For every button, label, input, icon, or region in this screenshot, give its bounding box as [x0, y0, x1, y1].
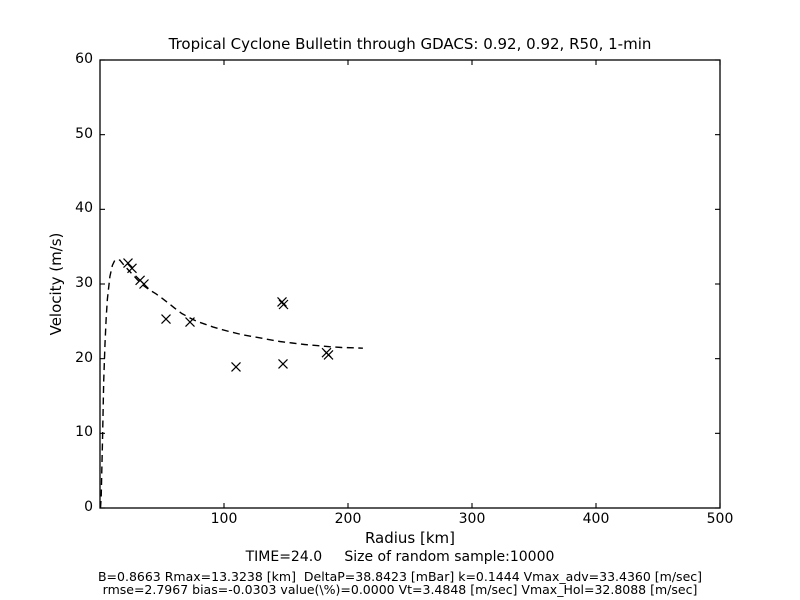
data-point-marker [123, 258, 133, 269]
caption-time-sample: TIME=24.0 Size of random sample:10000 [245, 549, 555, 565]
x-tick-label: 500 [706, 511, 734, 527]
x-tick-label: 400 [582, 511, 610, 527]
data-point-marker [278, 299, 289, 310]
data-point-marker [277, 296, 287, 307]
data-point-marker [161, 314, 171, 325]
x-axis-label: Radius [km] [364, 529, 456, 547]
data-point-marker [231, 361, 241, 372]
x-tick-label: 200 [334, 511, 362, 527]
axes-frame [99, 59, 721, 509]
x-tick-label: 100 [210, 511, 238, 527]
y-tick-label: 40 [75, 200, 93, 217]
y-tick-label: 0 [84, 499, 93, 515]
x-tick-label: 300 [458, 511, 486, 527]
y-tick-label: 60 [75, 51, 93, 67]
data-point-marker [278, 358, 288, 369]
caption-params-line1: B=0.8663 Rmax=13.3238 [km] DeltaP=38.842… [97, 569, 703, 584]
holland-profile-fit-curve [99, 259, 363, 509]
data-point-marker [139, 279, 149, 289]
y-tick-label: 20 [75, 349, 93, 366]
chart-title: Tropical Cyclone Bulletin through GDACS:… [168, 35, 652, 53]
y-tick-label: 30 [75, 275, 93, 291]
data-point-marker [323, 349, 334, 360]
caption-params-line2: rmse=2.7967 bias=-0.0303 value(\%)=0.000… [102, 582, 698, 597]
y-tick-label: 10 [75, 424, 93, 441]
y-tick-label: 50 [75, 125, 93, 142]
